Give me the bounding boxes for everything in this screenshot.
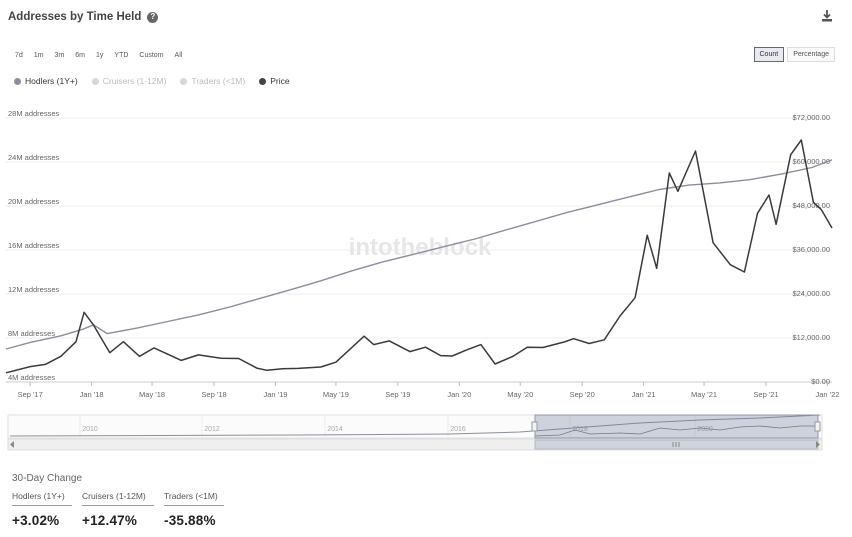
legend-label-hodlers: Hodlers (1Y+) [25, 76, 78, 86]
navigator-year-label: 2010 [82, 426, 98, 433]
x-tick-label: Sep '17 [18, 390, 43, 399]
navigator-series-price [534, 425, 820, 437]
left-tick-label: 28M addresses [8, 109, 60, 118]
legend-item-cruisers[interactable]: Cruisers (1-12M) [91, 76, 167, 86]
navigator-year-label: 2012 [204, 426, 220, 433]
change-value-cruisers: +12.47% [82, 513, 138, 528]
right-axis: $0.00 $12,000.00 $24,000.00 $36,000.00 $48,0… [792, 113, 830, 386]
scrollbar-thumb[interactable] [534, 439, 819, 450]
range-button-ytd[interactable]: YTD [114, 52, 129, 59]
navigator-right-handle[interactable] [814, 421, 821, 432]
change-value-hodlers: +3.02% [12, 513, 60, 528]
legend-dot-price [259, 77, 267, 85]
navigator-left-handle[interactable] [531, 421, 538, 432]
change-cruisers: Cruisers (1-12M) +12.47% [82, 491, 154, 528]
range-button-7d[interactable]: 7d [15, 52, 23, 59]
x-tick-label: Sep '21 [753, 390, 778, 399]
x-tick-label: Jan '19 [263, 390, 287, 399]
legend-dot-hodlers [14, 77, 21, 85]
navigator-series-hodlers [9, 414, 821, 437]
percentage-button[interactable]: Percentage [787, 47, 835, 62]
navigator-selection[interactable] [534, 414, 819, 439]
navigator-year-label: 2014 [327, 426, 343, 433]
left-tick-label: 24M addresses [8, 153, 60, 162]
change-section: Hodlers (1Y+) +3.02% Cruisers (1-12M) +1… [12, 491, 224, 528]
watermark: intotheblock [349, 234, 492, 261]
change-label-traders: Traders (<1M) [164, 491, 224, 506]
change-label-cruisers: Cruisers (1-12M) [82, 491, 154, 506]
navigator[interactable]: 2010 2012 2014 2016 2018 2020 [7, 414, 823, 451]
x-tick-label: Sep '19 [385, 390, 410, 399]
range-button-1y[interactable]: 1y [96, 52, 104, 59]
x-tick-label: May '21 [691, 390, 717, 399]
grid-lines [6, 117, 832, 383]
range-button-6m[interactable]: 6m [75, 52, 85, 59]
left-tick-label: 4M addresses [8, 373, 55, 382]
change-traders: Traders (<1M) -35.88% [164, 491, 224, 528]
legend-item-hodlers[interactable]: Hodlers (1Y+) [14, 76, 78, 86]
range-button-3m[interactable]: 3m [54, 52, 65, 59]
navigator-year-label: 2016 [450, 426, 466, 433]
navigator-year-label: 2018 [572, 426, 588, 433]
x-tick-label: Jan '20 [447, 390, 471, 399]
range-button-all[interactable]: All [174, 52, 183, 59]
scroll-left-icon[interactable] [10, 441, 14, 448]
scroll-right-icon[interactable] [816, 441, 820, 448]
chart-title: Addresses by Time Held [8, 11, 142, 23]
right-tick-label: $36,000.00 [792, 245, 830, 254]
x-tick-label: Jan '21 [632, 390, 656, 399]
legend-dot-traders [180, 77, 188, 85]
x-tick-label: Sep '18 [201, 390, 226, 399]
legend-item-traders[interactable]: Traders (<1M) [180, 76, 245, 86]
series-line-hodlers-1y [5, 159, 833, 350]
legend-label-price: Price [270, 76, 290, 86]
legend-label-traders: Traders (<1M) [191, 76, 246, 86]
x-tick-label: May '18 [139, 390, 165, 399]
addresses-chart[interactable]: intotheblock 4M addresses 8M addresses 12M… [0, 108, 852, 458]
x-axis: Sep '17 Jan '18 May '18 Sep '18 Jan '19 May '… [18, 382, 839, 399]
left-tick-label: 12M addresses [8, 285, 60, 294]
x-tick-label: May '20 [507, 390, 533, 399]
legend-dot-cruisers [91, 77, 99, 85]
change-value-traders: -35.88% [164, 513, 216, 528]
x-tick-label: Jan '22 [815, 390, 839, 399]
right-tick-label: $12,000.00 [792, 333, 830, 342]
scrollbar-grip-icon [672, 442, 680, 447]
legend-label-cruisers: Cruisers (1-12M) [102, 76, 167, 86]
change-hodlers: Hodlers (1Y+) +3.02% [12, 491, 72, 528]
left-axis: 4M addresses 8M addresses 12M addresses 16M… [8, 109, 60, 382]
right-tick-label: $24,000.00 [792, 289, 830, 298]
download-icon[interactable] [820, 9, 834, 23]
help-icon[interactable]: ? [147, 11, 159, 23]
legend-item-price[interactable]: Price [259, 76, 290, 86]
change-label-hodlers: Hodlers (1Y+) [12, 491, 72, 506]
right-tick-label: $0.00 [811, 377, 830, 386]
right-tick-label: $60,000.00 [792, 157, 830, 166]
mode-toggle: Count Percentage [753, 47, 835, 62]
scrollbar-track[interactable] [7, 438, 823, 451]
range-button-1m[interactable]: 1m [33, 52, 44, 59]
series-layer [5, 139, 833, 374]
chart-header: Addresses by Time Held ? [8, 8, 159, 26]
right-tick-label: $48,000.00 [792, 201, 830, 210]
x-tick-label: Sep '20 [570, 390, 595, 399]
left-tick-label: 8M addresses [8, 329, 55, 338]
range-button-custom[interactable]: Custom [139, 52, 164, 59]
chart-legend: Hodlers (1Y+) Cruisers (1-12M) Traders (… [14, 76, 290, 86]
series-line-price [5, 139, 833, 374]
x-tick-label: Jan '18 [80, 390, 104, 399]
x-tick-label: May '19 [323, 390, 349, 399]
left-tick-label: 20M addresses [8, 197, 60, 206]
navigator-year-label: 2020 [697, 426, 713, 433]
right-tick-label: $72,000.00 [792, 113, 830, 122]
navigator-track [7, 414, 823, 439]
count-button[interactable]: Count [753, 47, 785, 62]
change-section-title: 30-Day Change [12, 473, 83, 484]
time-range-selector: 7d 1m 3m 6m 1y YTD Custom All [11, 49, 186, 62]
left-tick-label: 16M addresses [8, 241, 60, 250]
